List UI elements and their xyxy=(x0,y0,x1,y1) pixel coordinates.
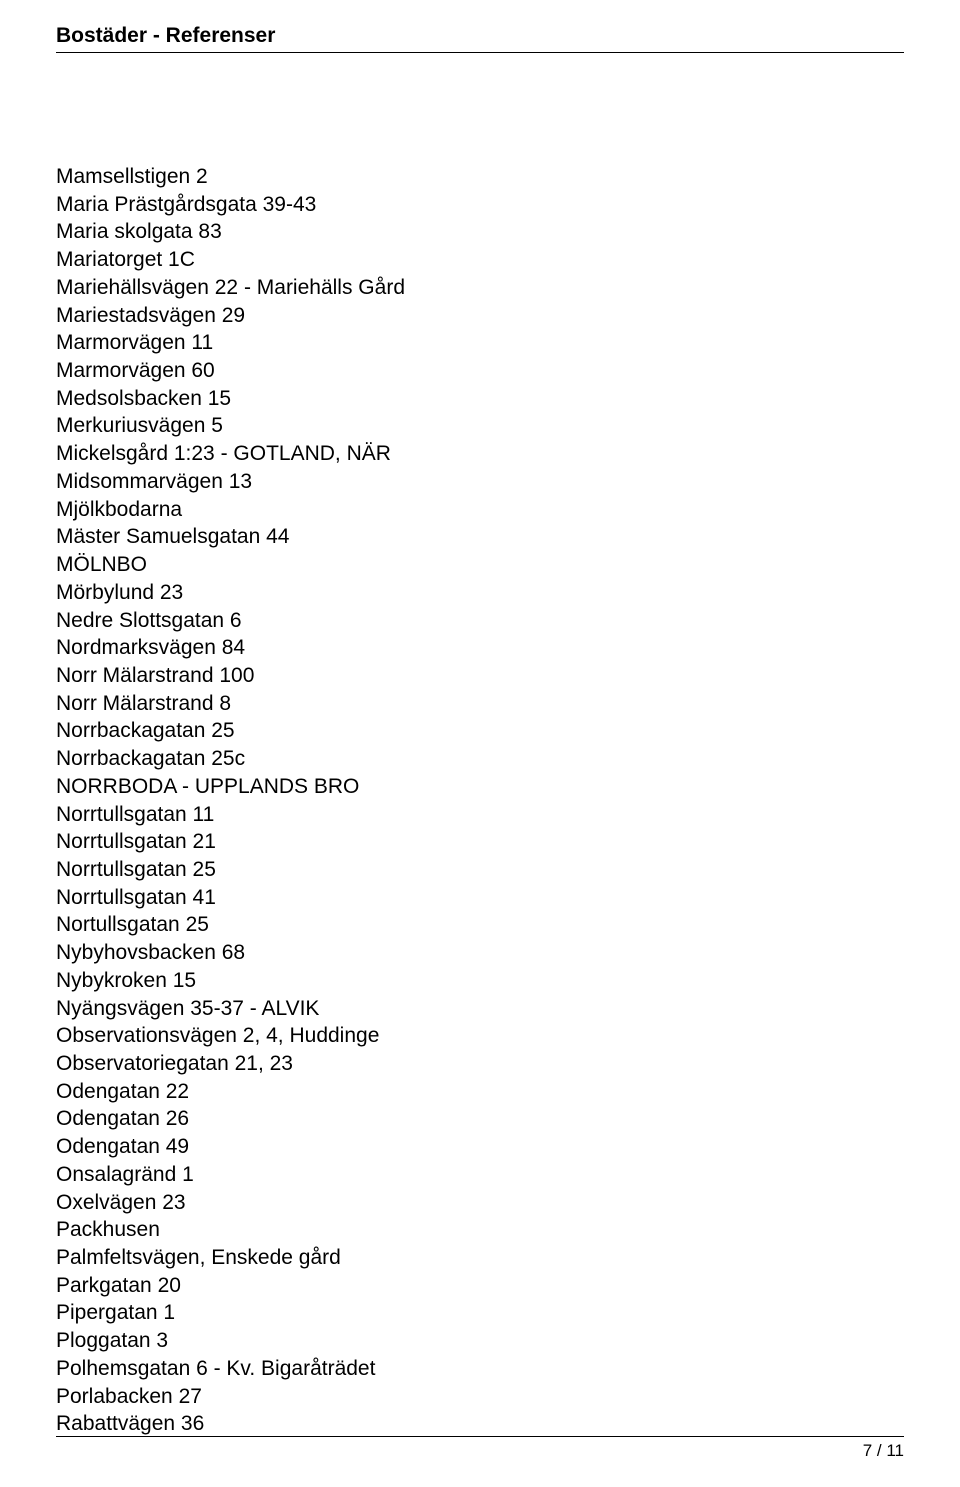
address-item: Observatoriegatan 21, 23 xyxy=(56,1050,904,1078)
address-item: Merkuriusvägen 5 xyxy=(56,412,904,440)
address-item: Norrtullsgatan 25 xyxy=(56,856,904,884)
address-item: Porlabacken 27 xyxy=(56,1383,904,1411)
address-item: Onsalagränd 1 xyxy=(56,1161,904,1189)
address-item: Norrbackagatan 25 xyxy=(56,717,904,745)
address-item: Nortullsgatan 25 xyxy=(56,911,904,939)
address-item: Midsommarvägen 13 xyxy=(56,468,904,496)
address-item: Marmorvägen 60 xyxy=(56,357,904,385)
address-item: Pipergatan 1 xyxy=(56,1299,904,1327)
page-header-title: Bostäder - Referenser xyxy=(56,24,904,52)
address-item: Packhusen xyxy=(56,1216,904,1244)
address-item: Oxelvägen 23 xyxy=(56,1189,904,1217)
address-item: Ploggatan 3 xyxy=(56,1327,904,1355)
address-item: MÖLNBO xyxy=(56,551,904,579)
address-item: Nybyhovsbacken 68 xyxy=(56,939,904,967)
address-item: Nyängsvägen 35-37 - ALVIK xyxy=(56,995,904,1023)
address-item: Maria Prästgårdsgata 39-43 xyxy=(56,191,904,219)
address-item: Mamsellstigen 2 xyxy=(56,163,904,191)
address-item: Norrtullsgatan 41 xyxy=(56,884,904,912)
address-item: Parkgatan 20 xyxy=(56,1272,904,1300)
address-item: Mjölkbodarna xyxy=(56,496,904,524)
address-item: Nordmarksvägen 84 xyxy=(56,634,904,662)
address-item: NORRBODA - UPPLANDS BRO xyxy=(56,773,904,801)
address-item: Rabattvägen 36 xyxy=(56,1410,904,1438)
header-divider xyxy=(56,52,904,53)
address-item: Mariatorget 1C xyxy=(56,246,904,274)
address-item: Odengatan 49 xyxy=(56,1133,904,1161)
address-list: Mamsellstigen 2Maria Prästgårdsgata 39-4… xyxy=(56,163,904,1438)
address-item: Nybykroken 15 xyxy=(56,967,904,995)
address-item: Polhemsgatan 6 - Kv. Bigaråträdet xyxy=(56,1355,904,1383)
address-item: Mörbylund 23 xyxy=(56,579,904,607)
address-item: Maria skolgata 83 xyxy=(56,218,904,246)
page-number: 7 / 11 xyxy=(56,1441,904,1461)
document-page: Bostäder - Referenser Mamsellstigen 2Mar… xyxy=(0,0,960,1487)
address-item: Mickelsgård 1:23 - GOTLAND, NÄR xyxy=(56,440,904,468)
footer-divider xyxy=(56,1436,904,1437)
address-item: Palmfeltsvägen, Enskede gård xyxy=(56,1244,904,1272)
address-item: Observationsvägen 2, 4, Huddinge xyxy=(56,1022,904,1050)
address-item: Odengatan 22 xyxy=(56,1078,904,1106)
address-item: Marmorvägen 11 xyxy=(56,329,904,357)
address-item: Mäster Samuelsgatan 44 xyxy=(56,523,904,551)
address-item: Norrtullsgatan 11 xyxy=(56,801,904,829)
address-item: Norr Mälarstrand 8 xyxy=(56,690,904,718)
address-item: Mariehällsvägen 22 - Mariehälls Gård xyxy=(56,274,904,302)
address-item: Mariestadsvägen 29 xyxy=(56,302,904,330)
address-item: Norrbackagatan 25c xyxy=(56,745,904,773)
page-footer: 7 / 11 xyxy=(56,1436,904,1461)
address-item: Nedre Slottsgatan 6 xyxy=(56,607,904,635)
address-item: Norrtullsgatan 21 xyxy=(56,828,904,856)
address-item: Norr Mälarstrand 100 xyxy=(56,662,904,690)
address-item: Medsolsbacken 15 xyxy=(56,385,904,413)
address-item: Odengatan 26 xyxy=(56,1105,904,1133)
